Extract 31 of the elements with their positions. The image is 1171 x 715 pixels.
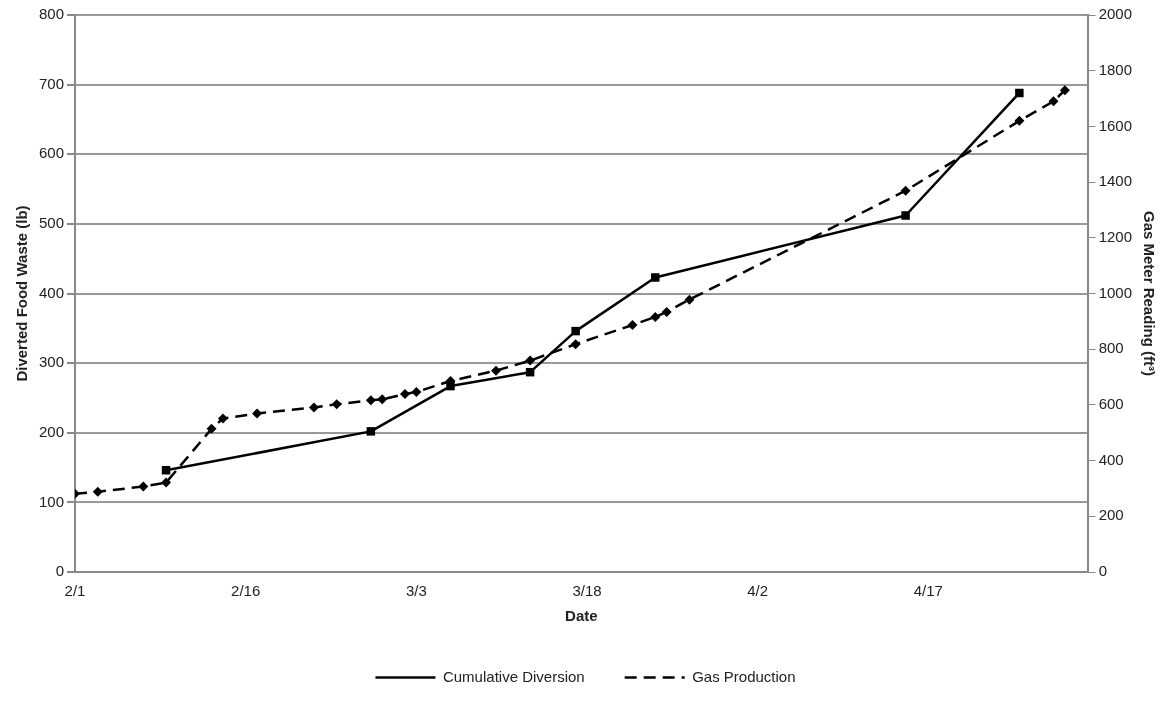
x-tick-label: 2/1	[64, 582, 86, 600]
x-tick-label: 4/2	[747, 582, 769, 600]
y-tick-label: 300	[39, 353, 65, 371]
y2-tick-label: 400	[1098, 450, 1124, 468]
y2-tick-label: 1400	[1098, 172, 1133, 190]
legend-label: Gas Production	[692, 667, 796, 685]
y2-tick-label: 1600	[1098, 116, 1133, 134]
y-tick-label: 400	[39, 283, 65, 301]
legend-label: Cumulative Diversion	[442, 667, 585, 685]
x-tick-label: 3/18	[572, 582, 602, 600]
y-tick-label: 0	[55, 562, 65, 580]
x-tick-label: 3/3	[405, 582, 427, 600]
y2-tick-label: 800	[1098, 339, 1124, 357]
y2-tick-label: 1000	[1098, 283, 1133, 301]
x-tick-label: 2/16	[231, 582, 261, 600]
y2-tick-label: 0	[1098, 562, 1107, 580]
y2-tick-label: 1800	[1098, 60, 1133, 78]
y-tick-label: 500	[39, 214, 65, 232]
y-tick-label: 800	[39, 5, 65, 23]
y-tick-label: 600	[39, 144, 65, 162]
y2-tick-label: 200	[1098, 506, 1124, 524]
y-tick-label: 700	[39, 74, 65, 92]
y2-tick-label: 2000	[1098, 5, 1133, 23]
y-tick-label: 200	[39, 422, 65, 440]
y2-tick-label: 600	[1098, 395, 1124, 413]
y-tick-label: 100	[39, 492, 65, 510]
y2-axis-title: Gas Meter Reading (ft³)	[1140, 210, 1158, 377]
x-tick-label: 4/17	[913, 582, 943, 600]
y-axis-title: Diverted Food Waste (lb)	[13, 205, 31, 382]
y2-tick-label: 1200	[1098, 227, 1133, 245]
x-axis-title: Date	[565, 607, 598, 625]
